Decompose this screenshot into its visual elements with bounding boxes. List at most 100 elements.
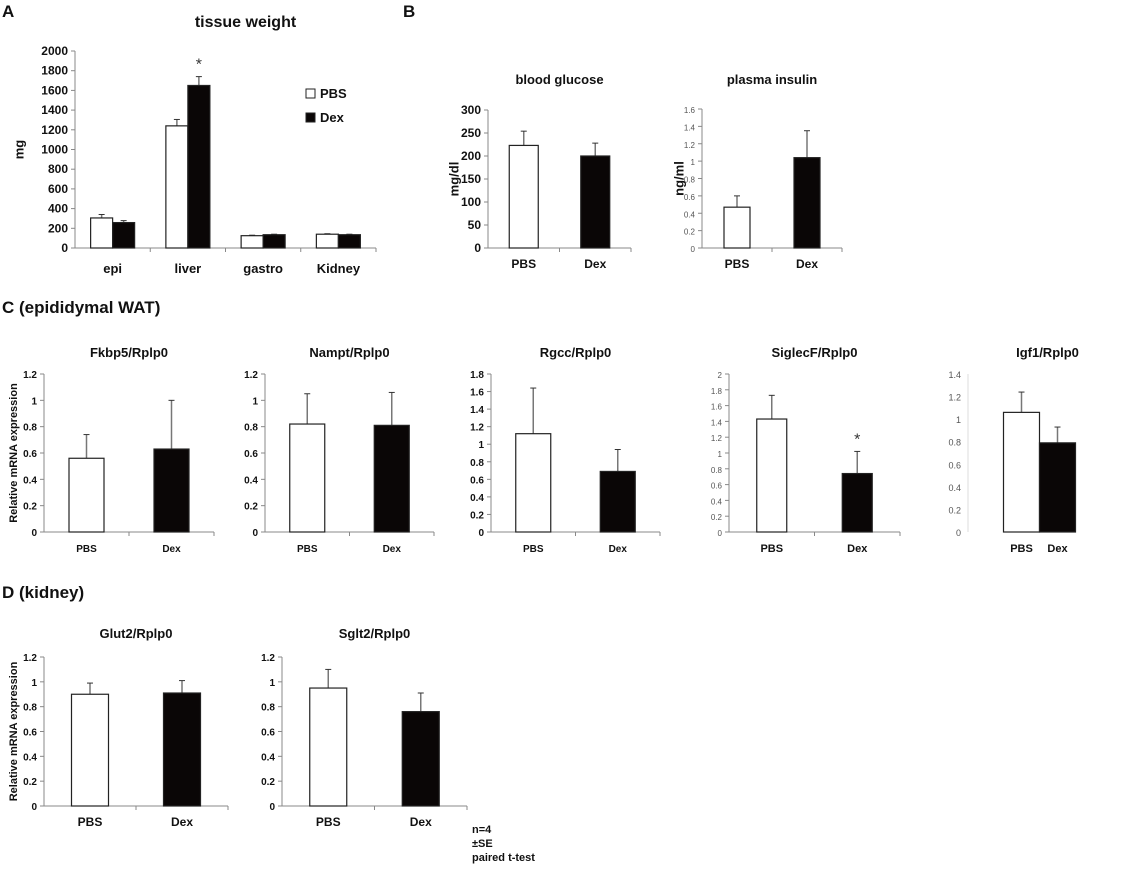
y-tick-label: 1000 [41,143,68,157]
chart-igf1: Igf1/Rplp0 0 0.2 0.4 0.6 0.8 1 1.2 1.4 PBS Dex [948,345,1078,555]
bar-dex [1038,442,1077,533]
y-tick-label: 600 [48,182,68,196]
y-tick-label: 0.8 [684,176,696,185]
y-axis-label: Relative mRNA expression [8,661,20,801]
y-tick-label: 0 [718,529,723,538]
y-tick-label: 0.4 [948,483,961,493]
y-tick-label: 0.6 [23,728,37,739]
y-tick-label: 0.4 [261,752,275,763]
x-tick-label: liver [175,261,202,276]
y-tick-label: 250 [461,126,481,140]
legend-label-dex: Dex [320,110,345,125]
y-tick-label: 1 [956,415,961,425]
y-tick-label: 1.2 [261,653,275,664]
x-tick-label: epi [103,261,122,276]
y-tick-label: 0 [691,245,696,254]
y-tick-label: 0 [478,528,484,539]
chart-title: Sglt2/Rplp0 [339,626,411,641]
y-tick-label: 0.2 [948,505,961,515]
chart-title: plasma insulin [727,72,817,87]
y-tick-label: 1 [252,396,258,407]
note-n: n=4 [472,824,492,836]
y-tick-label: 0.2 [470,510,484,521]
x-tick-label: PBS [78,815,103,829]
y-tick-label: 1.8 [470,370,484,381]
bar-pbs [723,206,751,249]
y-tick-label: 1800 [41,64,68,78]
chart-siglecf: SiglecF/Rplp0 0 0.2 0.4 0.6 0.8 1 1.2 1.4 1.6 1.8 2… [711,345,901,555]
y-tick-label: 800 [48,162,68,176]
y-tick-label: 1 [31,396,37,407]
y-tick-label: 2000 [41,44,68,58]
chart-title: Igf1/Rplp0 [1016,345,1079,360]
x-tick-label: PBS [725,257,750,271]
bar-pbs-epi [90,217,114,249]
y-axis-label: mg [11,140,26,160]
y-tick-label: 1400 [41,103,68,117]
x-tick-label: Dex [410,815,432,829]
bar-dex [841,472,873,533]
y-tick-label: 1.6 [684,106,696,115]
x-tick-label: PBS [316,815,341,829]
panel-label-d: D (kidney) [2,583,85,602]
chart-tissue-weight: tissue weight mg 0 200 400 600 800 1000 1200 1400… [11,14,377,276]
y-tick-label: 0.6 [244,449,258,460]
note-test: paired t-test [472,852,535,864]
bar-pbs-liver [165,125,189,249]
y-tick-label: 1200 [41,123,68,137]
y-tick-label: 0.8 [23,703,37,714]
y-tick-label: 0 [31,528,37,539]
y-tick-label: 50 [468,218,482,232]
x-tick-label: Dex [584,257,606,271]
y-tick-label: 1.4 [684,123,696,132]
note-se: ±SE [472,838,493,850]
y-tick-label: 1.2 [948,393,961,403]
y-tick-label: 0.4 [23,475,37,486]
y-tick-label: 0 [956,528,961,538]
x-tick-label: Kidney [317,261,361,276]
bar-dex [401,711,440,807]
y-tick-label: 0.8 [244,423,258,434]
panel-label-c: C (epididymal WAT) [2,298,161,317]
y-tick-label: 0.2 [711,513,723,522]
y-tick-label: 1 [31,678,37,689]
y-tick-label: 1.4 [948,370,961,380]
legend-swatch-pbs [305,88,316,99]
chart-glut2: Glut2/Rplp0 Relative mRNA expression 0 0.2 0… [8,626,229,829]
x-tick-label: Dex [383,544,402,555]
y-tick-label: 0.8 [711,466,723,475]
x-tick-label: PBS [511,257,536,271]
bar-dex-kidney [337,234,361,249]
y-tick-label: 200 [48,221,68,235]
significance-asterisk: * [854,431,860,448]
x-tick-label: PBS [760,543,783,555]
bar-pbs [289,423,326,533]
stats-notes: n=4 ±SE paired t-test [472,823,535,865]
legend-swatch-dex [305,112,316,123]
chart-title: SiglecF/Rplp0 [772,345,858,360]
bar-pbs [508,144,539,249]
y-tick-label: 1.2 [470,423,484,434]
chart-sglt2: Sglt2/Rplp0 0 0.2 0.4 0.6 0.8 1 1.2 PBS Dex [261,626,468,829]
bar-dex-gastro [262,234,286,249]
bar-dex [373,424,410,533]
y-axis-label: mg/dl [446,162,461,197]
x-tick-label: Dex [171,815,193,829]
x-tick-label: Dex [162,544,181,555]
bar-pbs [309,687,348,807]
chart-title: Fkbp5/Rplp0 [90,345,168,360]
x-tick-label: gastro [243,261,283,276]
legend-label-pbs: PBS [320,86,347,101]
y-tick-label: 0.4 [23,752,37,763]
y-tick-label: 0.4 [470,493,484,504]
x-tick-label: Dex [1047,543,1068,555]
y-tick-label: 0.2 [261,777,275,788]
y-tick-label: 1 [718,450,723,459]
y-tick-label: 0.4 [711,497,723,506]
y-tick-label: 1.2 [684,141,696,150]
y-axis-label: ng/ml [671,161,686,196]
chart-rgcc: Rgcc/Rplp0 0 0.2 0.4 0.6 0.8 1 1.2 1.4 1.6 1.8 PBS D… [470,345,661,555]
y-tick-label: 1.2 [23,370,37,381]
y-tick-label: 0.6 [470,475,484,486]
